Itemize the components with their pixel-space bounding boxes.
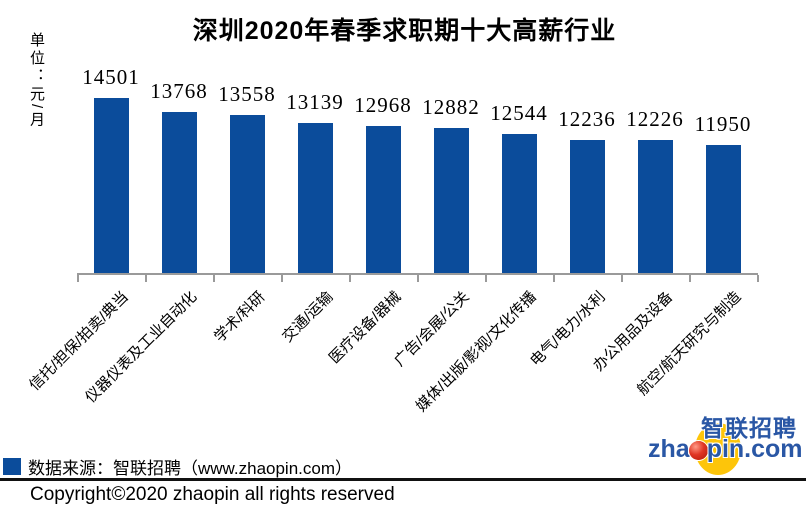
legend-label: 数据来源：智联招聘（www.zhaopin.com） [28, 459, 353, 478]
x-tick-label: 媒体/出版/影视/文化传播 [413, 288, 541, 416]
bar-value-label: 12226 [626, 107, 684, 131]
x-tick-label: 学术/科研 [210, 288, 269, 346]
x-axis-tick [757, 275, 759, 282]
bar-value-label: 13768 [150, 79, 208, 103]
x-axis-tick [621, 275, 623, 282]
x-axis-tick [689, 275, 691, 282]
bar-value-label: 11950 [694, 112, 752, 136]
bar-value-label: 12544 [490, 101, 548, 125]
bar [365, 126, 401, 273]
bar [93, 98, 129, 273]
bar-value-label: 13558 [218, 82, 276, 106]
bar [297, 123, 333, 273]
legend: 数据来源：智联招聘（www.zhaopin.com） [3, 454, 352, 479]
bar [433, 128, 469, 273]
x-axis-tick [349, 275, 351, 282]
chart-title: 深圳2020年春季求职期十大高薪行业 [192, 17, 617, 45]
bar [229, 115, 265, 273]
zhaopin-logo: 智联招聘 zha pin.com [645, 406, 807, 478]
x-axis-tick [417, 275, 419, 282]
legend-swatch [3, 458, 21, 475]
x-axis-tick [281, 275, 283, 282]
bar-value-label: 13139 [286, 90, 344, 114]
bar [705, 145, 741, 273]
x-axis-tick [77, 275, 79, 282]
x-axis-tick [485, 275, 487, 282]
logo-en-pre: zha [648, 435, 690, 463]
x-axis-tick [553, 275, 555, 282]
x-axis-tick [213, 275, 215, 282]
logo-red-ball-icon [688, 441, 708, 460]
bar-value-label: 14501 [82, 65, 140, 89]
bar [569, 140, 605, 273]
x-axis-line [77, 273, 758, 275]
logo-en-post: pin.com [706, 435, 803, 463]
y-axis-unit-label: 单位：元/月 [28, 32, 45, 130]
copyright-text: Copyright©2020 zhaopin all rights reserv… [30, 484, 395, 505]
bar-value-label: 12968 [354, 93, 412, 117]
bar [501, 134, 537, 273]
bar [637, 140, 673, 273]
logo-cn-wordmark: 智联招聘 [701, 415, 797, 441]
x-tick-label: 交通/运输 [278, 288, 337, 346]
bar [161, 112, 197, 273]
bar-value-label: 12882 [422, 95, 480, 119]
bar-value-label: 12236 [558, 107, 616, 131]
logo-en-wordmark: zha pin.com [648, 435, 803, 464]
footer-divider [0, 478, 806, 481]
x-axis-tick [145, 275, 147, 282]
